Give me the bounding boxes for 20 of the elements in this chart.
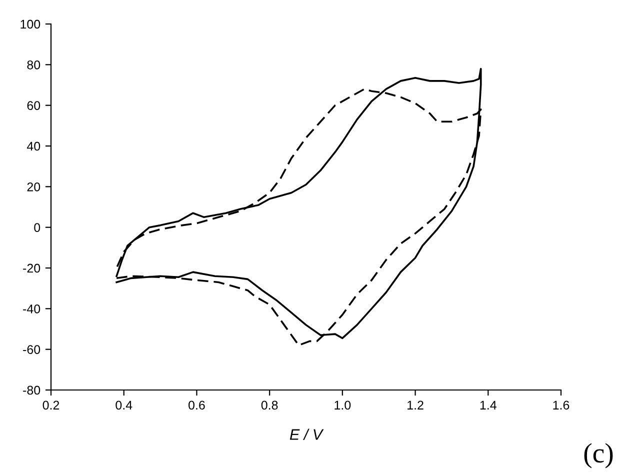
x-tick-label: 1.2 [408, 400, 424, 410]
y-tick-label: -40 [23, 304, 40, 314]
y-tick-label: 40 [26, 142, 40, 151]
x-tick-label: 0.6 [188, 400, 205, 410]
x-tick-label: 0.4 [116, 400, 132, 410]
y-tick-label: -80 [23, 386, 40, 395]
y-tick-label: 0 [34, 223, 40, 232]
y-tick-label: 80 [27, 60, 40, 70]
text: (c) [584, 443, 613, 468]
x-axis-title: E / V [290, 428, 324, 440]
x-tick-label: 1.0 [334, 400, 351, 410]
y-tick-label: 60 [27, 101, 40, 110]
x-tick-label: 1.4 [480, 400, 496, 410]
y-tick-label: 20 [27, 182, 40, 192]
y-tick-label: -60 [23, 345, 40, 354]
y-tick-label: -20 [23, 264, 40, 273]
x-tick-label: 0.2 [42, 400, 60, 410]
x-tick-label: 0.8 [261, 400, 278, 410]
x-tick-label: 1.6 [553, 400, 570, 410]
y-tick-label: 100 [20, 20, 40, 29]
